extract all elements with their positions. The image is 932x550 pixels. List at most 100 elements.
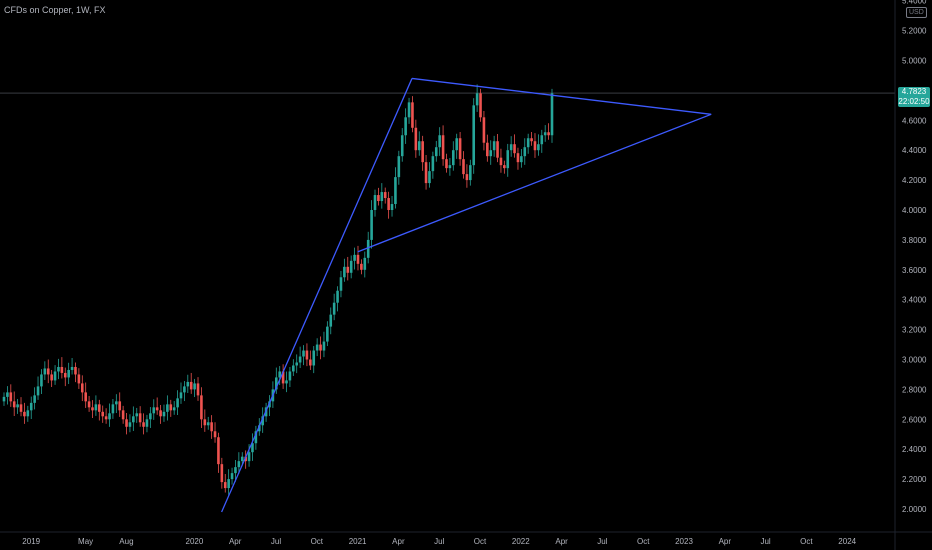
candle-body — [394, 177, 397, 205]
candle-body — [506, 150, 510, 169]
candle-body — [513, 144, 516, 154]
price-tick-label: 2.6000 — [902, 415, 927, 424]
candle-body — [370, 210, 373, 240]
candle-body — [240, 456, 244, 462]
candle-body — [550, 93, 554, 136]
candle-body — [404, 117, 407, 136]
time-tick-label: Jul — [271, 537, 281, 546]
price-tick-label: 4.4000 — [902, 146, 927, 155]
candle-body — [223, 482, 227, 489]
candle-body — [234, 467, 237, 474]
trendline[interactable] — [221, 78, 413, 513]
candle-body — [281, 371, 285, 384]
time-tick-label: Apr — [229, 537, 242, 546]
bar-countdown: 22:02:50 — [898, 97, 930, 106]
candle-body — [125, 419, 128, 427]
trendline[interactable] — [411, 77, 712, 115]
candle-body — [309, 359, 312, 366]
price-tick-label: 3.8000 — [902, 236, 927, 245]
price-tick-label: 2.0000 — [902, 505, 927, 514]
trendline[interactable] — [357, 113, 712, 253]
candle-body — [380, 192, 384, 202]
candle-body — [509, 144, 513, 151]
candle-body — [261, 416, 264, 426]
candle-body — [397, 156, 401, 178]
candle-body — [377, 195, 380, 202]
price-tick-label: 2.4000 — [902, 445, 927, 454]
candle-body — [458, 138, 462, 160]
candle-body — [373, 195, 377, 210]
candle-body — [2, 396, 6, 402]
candle-body — [322, 341, 326, 351]
candle-body — [247, 452, 251, 462]
candle-body — [142, 422, 145, 427]
price-axis[interactable]: 2.0000 2.2000 2.4000 2.6000 2.8000 3.0000 3.20… — [902, 0, 927, 514]
candle-body — [472, 105, 476, 166]
candle-body — [353, 254, 356, 261]
candle-body — [128, 422, 132, 427]
current-price-tag: 4.7823 22:02:50 — [898, 87, 930, 107]
candle-body — [50, 374, 53, 381]
candle-body — [98, 404, 101, 412]
price-tick-label: 5.4000 — [902, 0, 927, 6]
time-tick-label: 2022 — [512, 537, 530, 546]
candle-body — [434, 147, 438, 157]
candle-body — [288, 371, 292, 381]
candle-body — [80, 383, 84, 393]
candle-body — [46, 368, 50, 375]
candle-body — [149, 413, 152, 420]
candle-body — [465, 174, 469, 181]
candle-body — [193, 383, 196, 390]
candle-body — [547, 132, 550, 136]
candle-body — [411, 102, 414, 128]
candle-body — [121, 410, 125, 420]
time-tick-label: Oct — [637, 537, 650, 546]
candle-body — [360, 263, 363, 270]
candle-body — [220, 464, 224, 483]
candle-body — [448, 165, 452, 169]
candle-body — [33, 395, 36, 403]
candle-body — [407, 102, 411, 118]
time-tick-label: 2023 — [675, 537, 693, 546]
candle-body — [217, 437, 220, 465]
candle-body — [57, 366, 60, 372]
time-tick-label: Jul — [760, 537, 770, 546]
candle-body — [417, 141, 421, 151]
time-tick-label: May — [78, 537, 93, 546]
candle-body — [414, 127, 418, 151]
candle-body — [186, 381, 190, 387]
candle-body — [26, 410, 30, 417]
candle-body — [451, 150, 455, 166]
candle-body — [421, 141, 424, 163]
candle-body — [206, 422, 210, 426]
price-tick-label: 4.0000 — [902, 206, 927, 215]
candle-body — [53, 371, 57, 381]
candle-body — [274, 377, 278, 390]
candle-body — [138, 413, 142, 423]
candle-body — [155, 407, 159, 411]
triangle-trendlines[interactable] — [221, 77, 712, 513]
candle-body — [319, 344, 322, 351]
candle-body — [329, 314, 333, 327]
candle-body — [363, 257, 367, 270]
price-tick-label: 5.2000 — [902, 27, 927, 36]
candle-body — [213, 431, 217, 438]
candle-body — [332, 302, 336, 315]
candle-body — [196, 383, 200, 396]
candle-body — [77, 374, 81, 384]
candle-body — [441, 135, 445, 160]
candle-body — [387, 198, 390, 210]
candle-body — [210, 422, 213, 432]
price-tick-label: 2.8000 — [902, 385, 927, 394]
time-axis[interactable]: 2019 May Aug 2020 Apr Jul Oct 2021 Apr Jul Oct 2022… — [22, 537, 856, 546]
candle-body — [183, 386, 186, 393]
candle-body — [19, 404, 23, 412]
candle-body — [36, 386, 40, 396]
candle-body — [479, 93, 482, 118]
time-tick-label: Aug — [119, 537, 133, 546]
candle-body — [159, 410, 162, 417]
candle-body — [179, 392, 183, 399]
candle-body — [70, 366, 74, 370]
candle-body — [169, 404, 173, 411]
